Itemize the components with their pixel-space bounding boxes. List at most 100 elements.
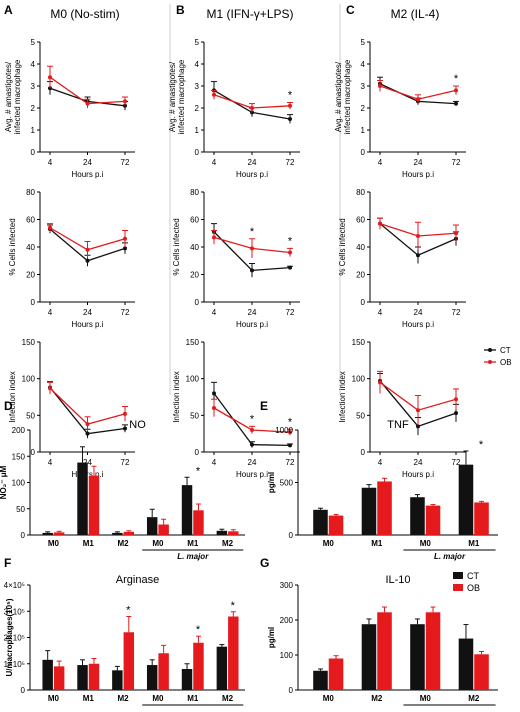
x-axis-label: Hours p.i: [236, 170, 268, 179]
legend-label: OB: [500, 358, 512, 367]
x-tick-label: 72: [121, 308, 130, 317]
data-point-ob: [48, 75, 52, 80]
x-tick-label: 24: [83, 158, 92, 167]
data-point-ct: [288, 443, 292, 448]
significance-star: *: [288, 90, 293, 102]
bar-ob: [88, 663, 100, 690]
panel-letter: C: [346, 3, 355, 17]
x-tick-label: M0: [48, 694, 60, 703]
x-tick-label: 72: [286, 308, 295, 317]
y-axis-label: Avg. # amastigotes/infected macrophage: [334, 59, 352, 134]
x-tick-label: 72: [286, 158, 295, 167]
data-point-ob: [454, 88, 458, 93]
y-tick-label: 200: [280, 616, 294, 625]
y-tick-label: 40: [356, 243, 365, 252]
bar-ob: [377, 481, 392, 535]
y-tick-label: 5: [31, 38, 36, 47]
y-tick-label: 50: [190, 411, 199, 420]
y-tick-label: 150: [186, 338, 200, 347]
x-tick-label: 24: [83, 458, 92, 467]
bar-chart-D: 0 50 100 150 200 NO NO₂⁻ μM M0 M1 M2 M0 M1 M2 L. majo…: [0, 419, 245, 561]
x-tick-label: 72: [286, 458, 295, 467]
data-point-ct: [212, 391, 216, 396]
chart-title: Arginase: [116, 574, 159, 586]
x-tick-label: M2: [118, 539, 130, 548]
x-tick-label: M0: [420, 539, 432, 548]
data-point-ob: [288, 430, 292, 435]
y-tick-label: 50: [16, 505, 25, 514]
bar-ct: [181, 485, 193, 535]
panel-letter: E: [260, 399, 268, 413]
y-tick-label: 5: [195, 38, 200, 47]
x-tick-label: M1: [468, 539, 480, 548]
x-tick-label: 4: [212, 158, 217, 167]
data-point-ob: [378, 84, 382, 88]
bar-ob: [158, 524, 169, 535]
data-point-ct: [288, 265, 292, 270]
y-tick-label: 40: [190, 243, 199, 252]
bar-ob: [474, 654, 489, 690]
y-axis-label: % Cells infected: [8, 218, 17, 275]
x-tick-label: M0: [323, 694, 335, 703]
panel-letter: G: [260, 556, 269, 570]
y-tick-label: 0: [195, 448, 200, 457]
y-tick-label: 1×10⁵: [4, 660, 25, 669]
legend-swatch: [453, 572, 463, 579]
bar-ob: [328, 658, 344, 690]
significance-star: *: [288, 416, 293, 428]
x-tick-label: M0: [152, 539, 164, 548]
line-chart-A-0: 0 1 2 3 4 5 4 24 72 Hours p.i Avg. # amastigotes/i…: [4, 38, 135, 179]
y-tick-label: 40: [26, 243, 35, 252]
y-tick-label: 4: [31, 60, 36, 69]
bar-ct: [361, 624, 377, 690]
y-tick-label: 20: [190, 271, 199, 280]
y-tick-label: 0: [361, 298, 366, 307]
bar-ob: [158, 653, 169, 690]
legend-marker: [488, 360, 492, 364]
bar-ct: [458, 464, 474, 535]
significance-star: *: [454, 73, 459, 85]
x-tick-label: 4: [48, 458, 53, 467]
line-chart-C-2: 0 50 100 150 4 24 72 Hours p.i Infection index CT…: [338, 338, 512, 479]
y-tick-label: 0: [195, 148, 200, 157]
y-tick-label: 100: [280, 651, 294, 660]
bar-ob: [53, 666, 65, 690]
line-chart-B-1: 0 20 40 60 80 4 24 72 Hours p.i % Cells infected *…: [172, 188, 300, 329]
chart-title: NO: [129, 419, 146, 431]
bar-ct: [146, 517, 158, 535]
x-tick-label: 4: [48, 308, 53, 317]
y-tick-label: 1: [195, 126, 200, 135]
significance-star: *: [196, 624, 201, 636]
x-tick-label: 4: [48, 158, 53, 167]
y-tick-label: 3: [361, 82, 366, 91]
legend-label: CT: [500, 346, 511, 355]
bar-ob: [474, 502, 489, 535]
x-tick-label: 72: [121, 458, 130, 467]
bar-ct: [410, 624, 425, 690]
x-tick-label: M2: [222, 539, 234, 548]
x-tick-label: 24: [414, 458, 423, 467]
y-tick-label: 500: [280, 479, 294, 488]
panel-letter: D: [4, 399, 13, 413]
panel-letter: A: [4, 3, 13, 17]
significance-star: *: [250, 413, 255, 425]
y-axis-label: pg/ml: [267, 472, 276, 493]
y-tick-label: 3: [31, 82, 36, 91]
x-tick-label: M2: [222, 694, 234, 703]
x-tick-label: 72: [452, 308, 461, 317]
bar-ct: [313, 509, 328, 535]
data-point-ob: [250, 106, 254, 110]
x-tick-label: M1: [83, 694, 95, 703]
bar-ct: [216, 530, 228, 535]
y-tick-label: 2: [195, 104, 200, 113]
x-axis-label: Hours p.i: [402, 170, 434, 179]
data-point-ob: [212, 235, 216, 240]
data-point-ob: [85, 247, 90, 252]
line-chart-C-1: 0 20 40 60 80 4 24 72 Hours p.i % Cells infected: [338, 188, 466, 329]
x-axis-label: Hours p.i: [236, 470, 268, 479]
x-axis-label: Hours p.i: [71, 320, 103, 329]
x-tick-label: 24: [414, 158, 423, 167]
